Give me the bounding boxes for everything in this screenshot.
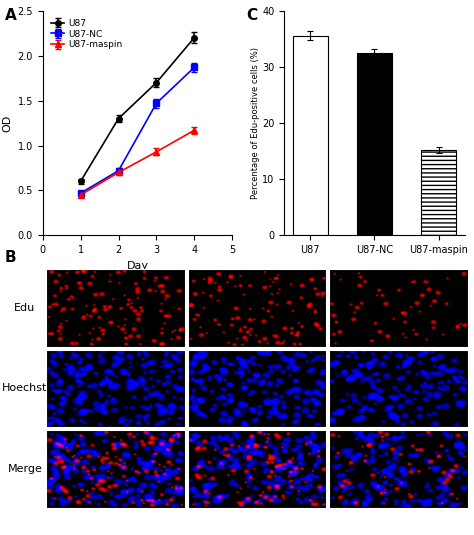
Y-axis label: Percentage of Edu-positive cells (%): Percentage of Edu-positive cells (%) xyxy=(251,47,260,199)
Text: Edu: Edu xyxy=(14,303,36,313)
Text: C: C xyxy=(246,8,257,23)
Text: U87-NC: U87-NC xyxy=(236,273,278,282)
Text: Hoechst: Hoechst xyxy=(2,384,47,393)
Y-axis label: OD: OD xyxy=(2,114,12,132)
Bar xyxy=(421,150,456,235)
Bar xyxy=(292,36,328,235)
Text: U87: U87 xyxy=(105,273,127,282)
X-axis label: Day: Day xyxy=(127,261,148,271)
Text: Merge: Merge xyxy=(8,464,42,474)
Legend: U87, U87-NC, U87-maspin: U87, U87-NC, U87-maspin xyxy=(47,15,126,53)
Text: U87-maspin: U87-maspin xyxy=(365,273,432,282)
Text: B: B xyxy=(5,250,17,265)
Text: A: A xyxy=(5,8,17,23)
Bar xyxy=(357,53,392,235)
